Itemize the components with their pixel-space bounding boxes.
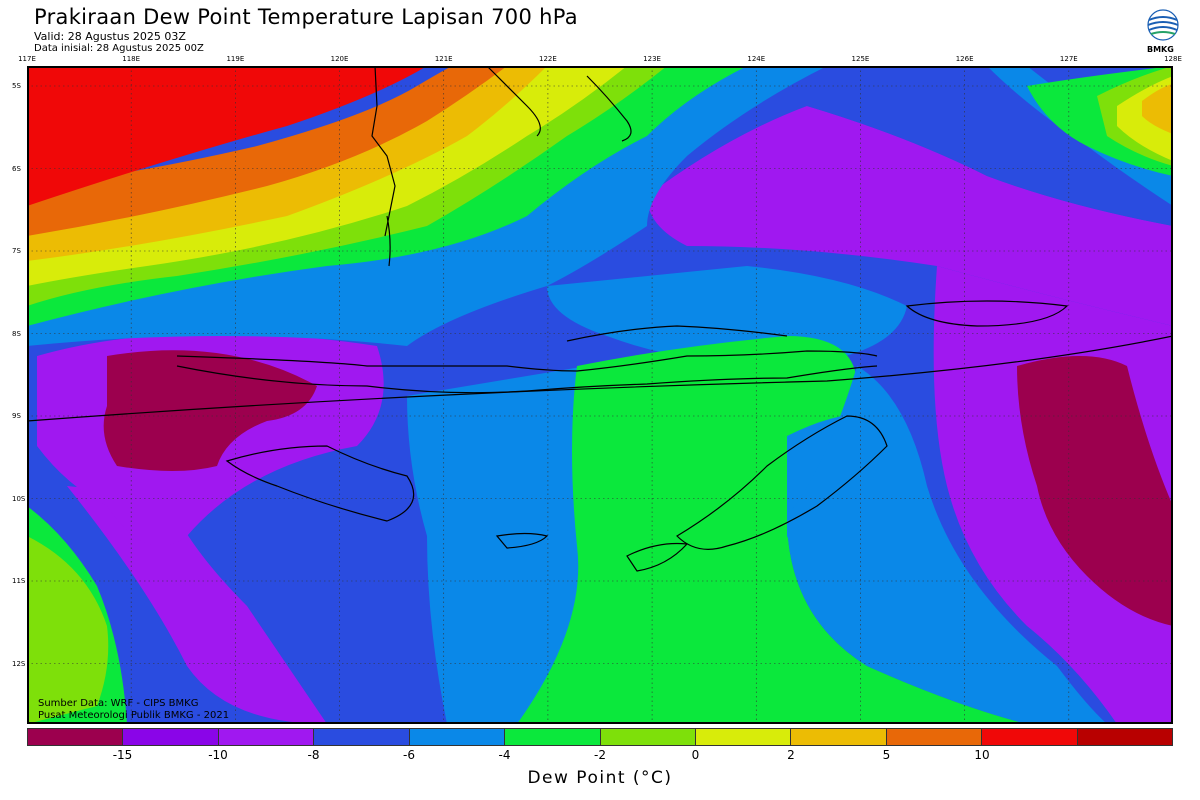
page-title: Prakiraan Dew Point Temperature Lapisan … xyxy=(34,5,578,29)
lon-label: 121E xyxy=(434,55,453,63)
field-gold-east xyxy=(1142,84,1173,134)
coast-flores xyxy=(176,350,878,372)
field-magenta-east xyxy=(1017,356,1173,626)
lon-label: 124E xyxy=(747,55,766,63)
valid-time: Valid: 28 Agustus 2025 03Z xyxy=(34,30,186,43)
legend-tick-label: -2 xyxy=(594,748,606,762)
legend-swatch xyxy=(314,729,410,745)
logo-label: BMKG xyxy=(1147,45,1174,54)
lon-label: 126E xyxy=(955,55,974,63)
legend-swatch xyxy=(695,729,792,745)
legend-swatch xyxy=(886,729,983,745)
lon-label: 118E xyxy=(122,55,141,63)
source-data-label: Sumber Data: WRF - CIPS BMKG xyxy=(38,698,199,709)
legend-swatch xyxy=(1077,729,1173,745)
lat-label: 7S xyxy=(12,247,21,255)
field-orange-nw xyxy=(27,66,507,236)
legend-tick-label: -15 xyxy=(112,748,133,762)
dew-point-map xyxy=(27,66,1173,724)
lon-label: 119E xyxy=(226,55,245,63)
field-blue-ne xyxy=(807,66,1173,226)
map-grid xyxy=(27,66,1173,724)
legend-swatch xyxy=(409,729,506,745)
legend-title: Dew Point (°C) xyxy=(527,768,673,788)
lon-label: 117E xyxy=(18,55,36,63)
legend-swatch xyxy=(28,729,124,745)
lon-label: 123E xyxy=(643,55,661,63)
coast-sulawesi-east xyxy=(486,66,541,137)
init-time: Data inisial: 28 Agustus 2025 00Z xyxy=(34,43,204,54)
coast-sumba xyxy=(225,445,415,522)
lon-label: 127E xyxy=(1059,55,1078,63)
coast-flores-south xyxy=(176,365,878,394)
legend-tick-label: -8 xyxy=(307,748,320,762)
lat-label: 10S xyxy=(12,494,26,503)
coast-wetar xyxy=(905,300,1069,327)
color-legend-bar xyxy=(27,728,1173,746)
legend-tick-label: -10 xyxy=(208,748,228,762)
lat-label: 12S xyxy=(12,659,26,668)
source-publisher-label: Pusat Meteorologi Publik BMKG - 2021 xyxy=(38,710,230,721)
legend-tick-label: 0 xyxy=(691,748,700,762)
legend-swatch xyxy=(982,729,1078,745)
coast-australia-line xyxy=(27,335,1173,422)
bmkg-logo-icon xyxy=(1147,9,1179,41)
lon-label: 122E xyxy=(539,55,557,63)
map-frame xyxy=(27,66,1173,724)
lon-label: 120E xyxy=(330,55,349,63)
field-magenta-west xyxy=(103,350,318,471)
legend-tick-label: 2 xyxy=(787,748,795,762)
legend-swatch xyxy=(123,729,219,745)
coast-sulawesi xyxy=(371,66,396,237)
lat-label: 11S xyxy=(12,577,26,585)
legend-tick-label: 5 xyxy=(882,748,891,762)
coastlines xyxy=(27,66,1173,572)
legend-tick-label: 10 xyxy=(974,748,990,762)
lat-label: 5S xyxy=(12,82,21,90)
coast-timor xyxy=(676,415,888,550)
legend-swatch xyxy=(600,729,696,745)
coast-rote xyxy=(626,542,689,572)
coast-buton xyxy=(586,75,632,142)
legend-tick-label: -4 xyxy=(498,748,511,762)
lat-label: 9S xyxy=(12,412,21,420)
lon-label: 128E xyxy=(1164,55,1182,63)
field-purple-sw xyxy=(67,486,327,724)
field-purple-ne xyxy=(647,106,1173,326)
field-lime-sw xyxy=(27,536,109,724)
lat-label: 6S xyxy=(12,164,21,173)
legend-swatch xyxy=(791,729,887,745)
field-red-nw xyxy=(27,66,427,206)
coast-selayar xyxy=(386,215,391,267)
legend-tick-label: -6 xyxy=(403,748,415,762)
field-lightblue-east xyxy=(787,366,1107,724)
lat-label: 8S xyxy=(12,329,21,338)
lon-label: 125E xyxy=(851,55,870,63)
legend-swatch xyxy=(218,729,315,745)
coast-sawu xyxy=(495,532,549,549)
legend-swatch xyxy=(505,729,601,745)
coast-alor xyxy=(566,325,788,342)
